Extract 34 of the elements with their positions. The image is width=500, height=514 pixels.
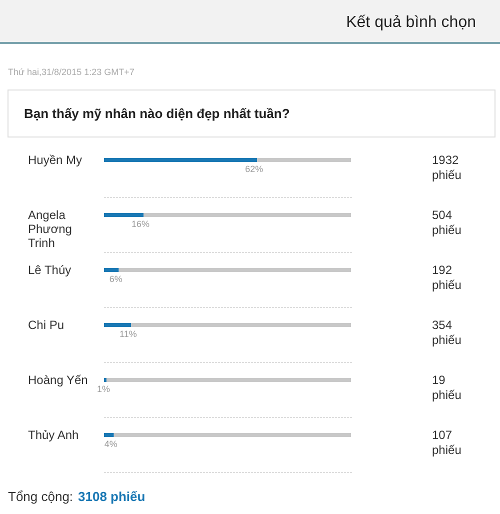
y-tick-label: Huyền My (28, 153, 82, 167)
text: 107 phiếu (432, 428, 462, 457)
data-label: 11% (119, 329, 137, 339)
text: Kết quả bình chọn (346, 14, 476, 31)
y-tick-label: Angela Phương Trinh (28, 208, 72, 250)
bar (131, 323, 351, 327)
bar (114, 433, 351, 437)
y-tick-label: Lê Thúy (28, 263, 72, 277)
data-label: 1% (96, 384, 110, 394)
y-tick-label: Hoàng Yến (28, 373, 88, 387)
bar (104, 213, 144, 217)
data-label: 16% (132, 219, 150, 229)
bar (104, 268, 119, 272)
bar (104, 433, 114, 437)
chart-subtitle: Bạn thấy mỹ nhân nào diện đẹp nhất tuần? (24, 106, 290, 121)
text: 354 phiếu (432, 318, 462, 347)
y-tick-label: Thủy Anh (28, 428, 79, 442)
text: 3108 phiếu (78, 489, 146, 504)
y-tick-label: Chi Pu (28, 318, 64, 332)
data-label: 62% (245, 164, 264, 174)
bar (104, 323, 132, 327)
bar (104, 158, 258, 162)
bar (118, 268, 351, 272)
text: 192 phiếu (432, 263, 462, 292)
bar (106, 378, 351, 382)
text: 504 phiếu (432, 208, 462, 237)
data-label: 6% (109, 274, 122, 284)
bar (144, 213, 351, 217)
text: 19 phiếu (432, 373, 462, 402)
text: 1932 phiếu (432, 153, 462, 182)
data-label: 4% (104, 439, 118, 449)
text: Tổng cộng: (8, 489, 74, 504)
text: Thứ hai,31/8/2015 1:23 GMT+7 (8, 67, 134, 77)
bar (257, 158, 351, 162)
